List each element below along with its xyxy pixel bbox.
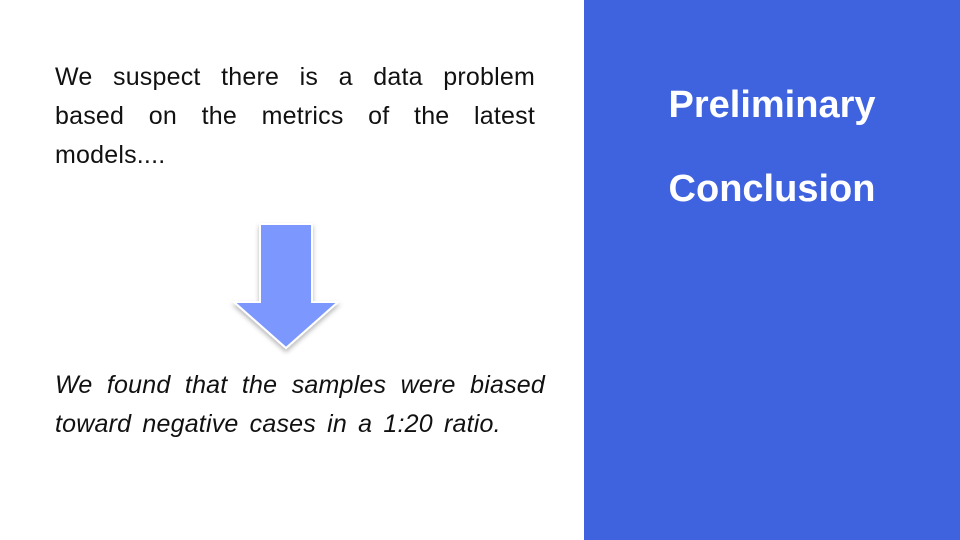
left-content-pane: We suspect there is a data problem based… — [55, 63, 545, 438]
title-line-conclusion: Conclusion — [668, 168, 876, 210]
arrow-down-icon — [226, 220, 346, 360]
intro-paragraph: We suspect there is a data problem based… — [55, 63, 535, 169]
finding-paragraph: We found that the samples were biased to… — [55, 371, 545, 438]
title-panel: Preliminary Conclusion — [584, 0, 960, 540]
title-line-preliminary: Preliminary — [668, 84, 876, 126]
